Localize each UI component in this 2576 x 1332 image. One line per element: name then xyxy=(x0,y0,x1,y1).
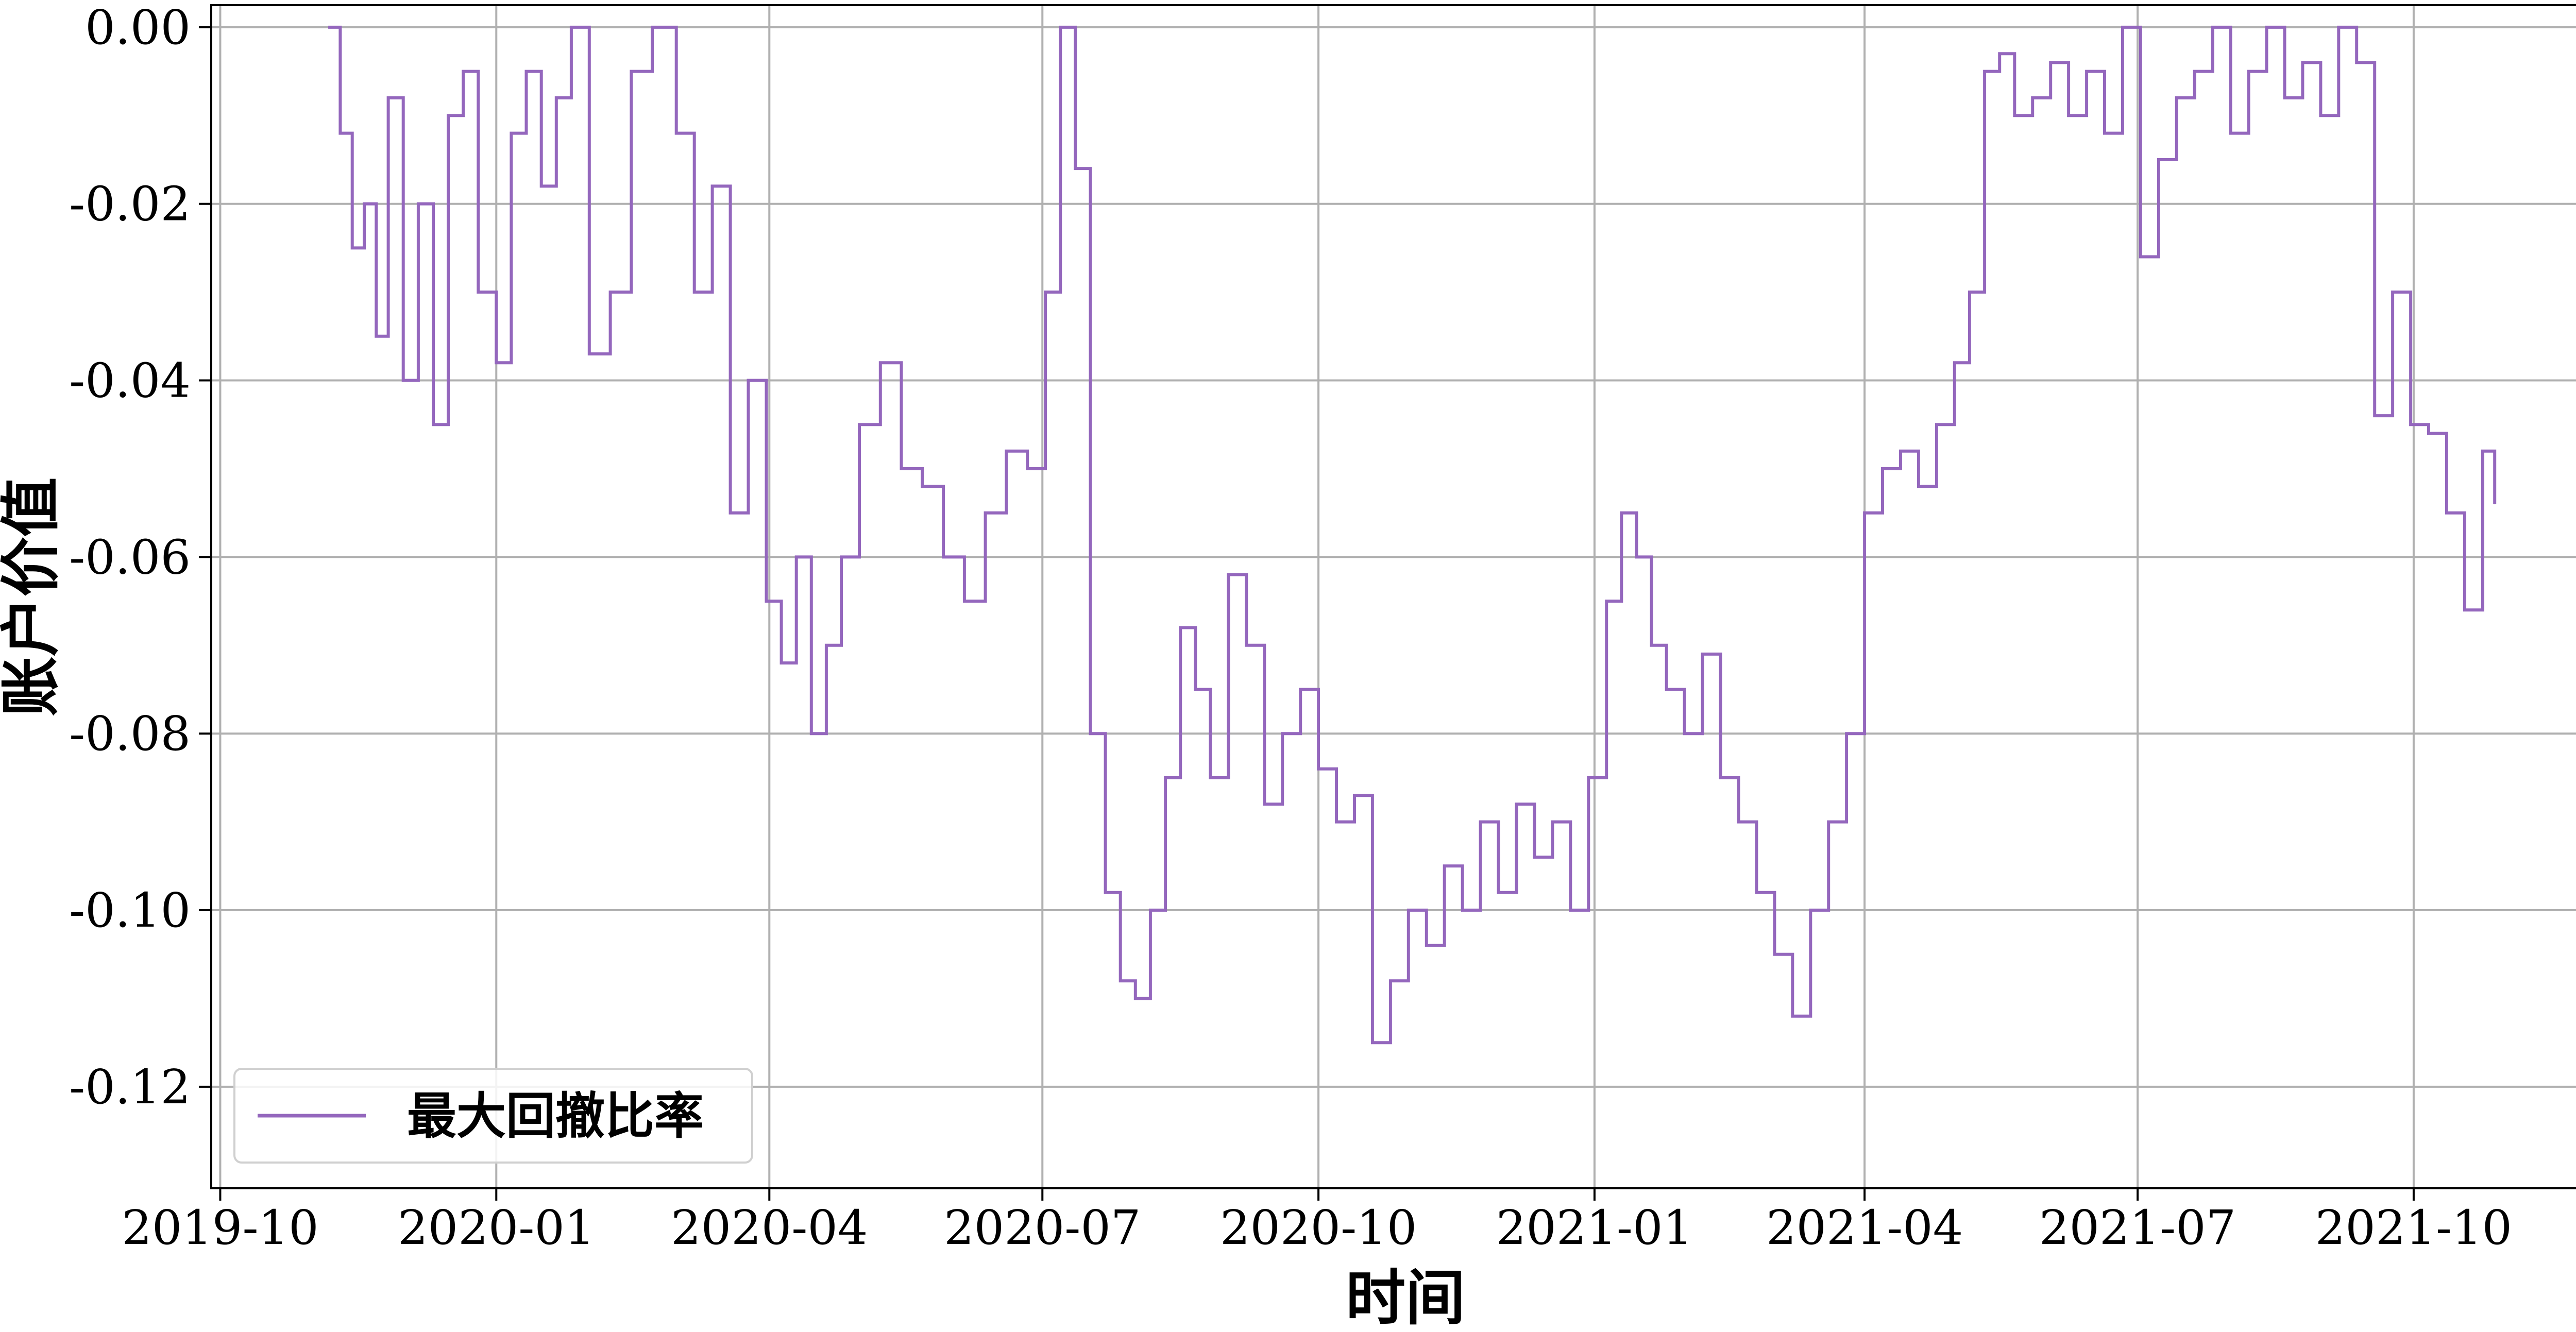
data-point-75 xyxy=(1606,601,1607,602)
data-point-9 xyxy=(448,115,449,116)
data-point-108 xyxy=(2176,97,2177,98)
series-layer xyxy=(328,25,2497,1045)
data-point-80 xyxy=(1684,733,1685,734)
legend-label: 最大回撤比率 xyxy=(407,1087,704,1145)
data-point-52 xyxy=(1195,689,1196,690)
data-point-54 xyxy=(1228,574,1229,575)
data-point-96 xyxy=(1969,292,1970,293)
x-tick-label-2: 2020-04 xyxy=(671,1200,868,1255)
data-point-107 xyxy=(2158,159,2159,160)
data-point-79 xyxy=(1666,689,1667,690)
data-point-56 xyxy=(1264,804,1265,805)
x-axis-ticks: 2019-10 2020-01 2020-04 2020-07 2020-10 2021-… xyxy=(122,1188,2512,1255)
y-axis-title: 账户价值 xyxy=(0,477,66,716)
data-point-89 xyxy=(1846,733,1847,734)
y-tick-label-5: -0.10 xyxy=(69,883,191,938)
data-point-84 xyxy=(1756,892,1757,893)
data-point-51 xyxy=(1180,627,1181,628)
grid-lines xyxy=(211,5,2576,1188)
data-point-42 xyxy=(1045,292,1046,293)
data-point-116 xyxy=(2320,115,2321,116)
y-tick-label-0: 0.00 xyxy=(85,0,191,55)
plot-frame xyxy=(210,4,2576,1189)
data-point-57 xyxy=(1282,733,1283,734)
data-point-112 xyxy=(2248,71,2249,72)
y-tick-label-1: -0.02 xyxy=(69,177,191,232)
data-point-48 xyxy=(1135,998,1136,999)
data-point-10 xyxy=(463,71,464,72)
data-point-45 xyxy=(1090,733,1091,734)
legend-box xyxy=(233,1068,753,1164)
x-tick-label-8: 2021-10 xyxy=(2315,1200,2512,1255)
x-tick-label-5: 2021-01 xyxy=(1496,1200,1693,1255)
x-tick-label-6: 2021-04 xyxy=(1766,1200,1963,1255)
data-point-99 xyxy=(2014,115,2015,116)
x-axis-title: 时间 xyxy=(1346,1263,1465,1329)
data-point-50 xyxy=(1165,777,1166,778)
data-point-44 xyxy=(1075,168,1076,169)
data-point-36 xyxy=(922,486,923,487)
data-point-71 xyxy=(1534,857,1535,858)
axes-frame xyxy=(210,4,2576,1189)
data-point-69 xyxy=(1498,892,1499,893)
data-point-19 xyxy=(610,292,611,293)
y-axis-ticks: 0.00 -0.02 -0.04 -0.06 -0.08 -0.10 -0.12 xyxy=(69,0,211,1115)
data-point-109 xyxy=(2194,71,2195,72)
x-tick-label-3: 2020-07 xyxy=(944,1200,1141,1255)
y-tick-label-2: -0.04 xyxy=(69,353,191,408)
data-point-27 xyxy=(766,601,767,602)
data-point-41 xyxy=(1027,468,1028,469)
data-point-122 xyxy=(2428,433,2429,434)
data-point-26 xyxy=(748,380,749,381)
data-point-74 xyxy=(1588,777,1589,778)
data-point-20 xyxy=(631,71,632,72)
series-line-0 xyxy=(328,25,2497,1045)
data-point-101 xyxy=(2050,62,2051,63)
data-point-94 xyxy=(1936,424,1937,425)
data-point-35 xyxy=(901,468,902,469)
data-point-11 xyxy=(478,292,479,293)
data-point-114 xyxy=(2284,97,2285,98)
x-tick-label-0: 2019-10 xyxy=(122,1200,318,1255)
data-point-65 xyxy=(1426,945,1427,946)
x-tick-label-7: 2021-07 xyxy=(2039,1200,2236,1255)
data-point-82 xyxy=(1720,777,1721,778)
data-point-100 xyxy=(2032,97,2033,98)
x-tick-label-4: 2020-10 xyxy=(1220,1200,1417,1255)
data-point-93 xyxy=(1918,486,1919,487)
data-point-53 xyxy=(1210,777,1211,778)
data-point-91 xyxy=(1882,468,1883,469)
y-tick-label-3: -0.06 xyxy=(69,530,191,585)
y-tick-label-6: -0.12 xyxy=(69,1060,191,1115)
data-point-46 xyxy=(1105,892,1106,893)
y-tick-label-4: -0.08 xyxy=(69,706,191,761)
data-point-14 xyxy=(526,71,527,72)
legend: 最大回撤比率 xyxy=(233,1068,753,1164)
data-point-70 xyxy=(1516,804,1517,805)
data-point-115 xyxy=(2302,62,2303,63)
x-tick-label-1: 2020-01 xyxy=(398,1200,595,1255)
data-point-58 xyxy=(1300,689,1301,690)
